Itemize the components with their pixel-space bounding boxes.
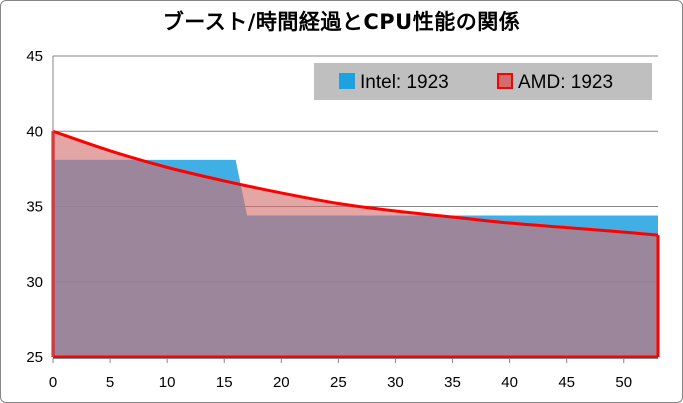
x-tick-label: 40 — [501, 374, 518, 391]
legend-amd-label: AMD: 1923 — [518, 72, 613, 93]
legend-amd-swatch — [497, 73, 513, 89]
x-tick-label: 15 — [216, 374, 233, 391]
series-areas — [51, 129, 660, 359]
y-tick-label: 45 — [26, 48, 43, 65]
x-tick-label: 30 — [387, 374, 404, 391]
legend: Intel: 1923 AMD: 1923 — [314, 63, 652, 100]
axes: 25 30 35 40 45 0 5 10 15 20 25 30 35 40 45 50 — [26, 48, 658, 391]
x-tick-label: 45 — [558, 374, 575, 391]
x-tick-label: 35 — [444, 374, 461, 391]
y-tick-label: 35 — [26, 199, 43, 216]
y-tick-label: 40 — [26, 123, 43, 140]
x-tick-label: 50 — [615, 374, 632, 391]
x-tick-label: 5 — [106, 374, 114, 391]
amd-area — [53, 131, 658, 357]
chart-title: ブースト/時間経過とCPU性能の関係 — [162, 10, 521, 34]
x-tick-label: 10 — [159, 374, 176, 391]
y-tick-label: 25 — [26, 349, 43, 366]
legend-intel-label: Intel: 1923 — [360, 72, 449, 93]
amd-line — [52, 129, 659, 237]
x-tick-label: 20 — [273, 374, 290, 391]
legend-box — [314, 63, 652, 100]
x-tick-label: 25 — [330, 374, 347, 391]
y-tick-label: 30 — [26, 274, 43, 291]
x-tick-label: 0 — [49, 374, 57, 391]
legend-intel-swatch — [339, 73, 355, 89]
